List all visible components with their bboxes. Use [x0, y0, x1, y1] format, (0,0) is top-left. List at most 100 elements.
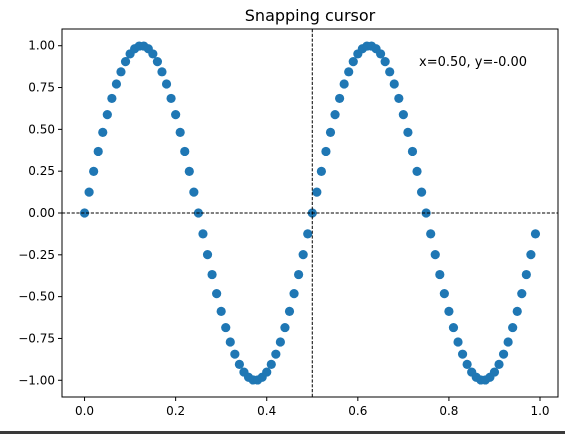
data-point [230, 349, 240, 359]
data-point [93, 146, 103, 157]
y-tick-label: −0.25 [18, 248, 55, 262]
data-point [161, 79, 172, 89]
data-point [385, 67, 395, 77]
data-point [152, 57, 163, 67]
data-point [494, 359, 504, 369]
data-point [325, 127, 336, 137]
data-point [280, 322, 290, 333]
data-point [166, 93, 176, 104]
y-tick-label: 0.25 [28, 164, 55, 178]
data-point [398, 110, 408, 120]
x-tick-label: 0.8 [439, 404, 458, 418]
data-point [503, 337, 513, 347]
plot-contents [62, 29, 558, 397]
data-point [407, 146, 418, 157]
data-point [521, 269, 531, 280]
data-point [389, 79, 399, 89]
data-point [184, 166, 194, 176]
data-point [376, 49, 386, 59]
data-point [512, 306, 522, 316]
data-point [202, 250, 213, 260]
data-point [198, 229, 208, 239]
y-tick-label: −0.50 [18, 290, 55, 304]
data-point [453, 337, 463, 347]
data-point [403, 127, 413, 137]
data-point [462, 359, 472, 369]
data-point [530, 229, 541, 239]
data-point [212, 289, 222, 299]
axes: 0.0 0.2 0.4 0.6 0.8 1.0 1.00 0.75 0.50 0.25 0.00 −0… [18, 28, 559, 418]
data-point [234, 359, 244, 369]
chart-title: Snapping cursor [245, 6, 376, 25]
data-point [312, 187, 322, 197]
data-point [148, 49, 158, 59]
x-tick-label: 1.0 [530, 404, 549, 418]
data-point [421, 208, 431, 218]
data-point [284, 306, 295, 316]
x-tick-label: 0.6 [348, 404, 367, 418]
data-point [321, 146, 331, 157]
data-point [526, 250, 536, 260]
data-point [457, 349, 468, 359]
data-point [498, 349, 509, 359]
y-tick-label: 0.00 [28, 206, 55, 220]
data-point [298, 250, 308, 260]
data-point [84, 187, 94, 197]
data-point [262, 367, 272, 377]
data-point [448, 322, 459, 333]
data-point [225, 337, 235, 347]
data-point [266, 359, 276, 369]
x-tick-label: 0.2 [166, 404, 185, 418]
data-point [316, 166, 326, 176]
data-point [189, 187, 199, 197]
data-point [289, 289, 299, 299]
data-point [348, 57, 358, 67]
data-point [517, 289, 527, 299]
data-point [330, 110, 340, 120]
data-point [435, 269, 445, 280]
data-point [294, 269, 304, 280]
data-point [339, 79, 349, 89]
data-point [380, 57, 390, 67]
data-point [394, 93, 404, 104]
data-point [416, 187, 427, 197]
data-point [303, 229, 313, 239]
cursor-readout: x=0.50, y=-0.00 [419, 55, 527, 70]
y-tick-label: 1.00 [28, 39, 55, 53]
window-bottom-border [0, 431, 565, 434]
x-tick-label: 0.0 [75, 404, 94, 418]
y-tick-label: −1.00 [18, 373, 55, 387]
data-point [271, 349, 281, 359]
data-point [508, 322, 518, 333]
data-point [439, 289, 449, 299]
y-tick-label: 0.50 [28, 122, 55, 136]
data-point [79, 208, 90, 218]
x-tick-label: 0.4 [257, 404, 276, 418]
data-point [412, 166, 422, 176]
data-point [216, 306, 226, 316]
data-point [98, 127, 108, 137]
data-point [175, 127, 185, 137]
data-point [335, 93, 345, 104]
data-point [120, 57, 131, 67]
data-point [275, 337, 285, 347]
data-point [180, 146, 190, 157]
data-point [207, 269, 217, 280]
plot-area[interactable] [62, 29, 558, 397]
data-point [221, 322, 231, 333]
data-point [344, 67, 354, 77]
data-point [430, 250, 440, 260]
data-point [89, 166, 99, 176]
data-point [157, 67, 167, 77]
y-tick-label: −0.75 [18, 331, 55, 345]
data-point [107, 93, 117, 104]
data-point [489, 367, 500, 377]
data-point [116, 67, 126, 77]
data-point [444, 306, 454, 316]
data-point [426, 229, 436, 239]
data-point [171, 110, 181, 120]
data-point [102, 110, 112, 120]
data-point [111, 79, 122, 89]
y-tick-label: 0.75 [28, 81, 55, 95]
